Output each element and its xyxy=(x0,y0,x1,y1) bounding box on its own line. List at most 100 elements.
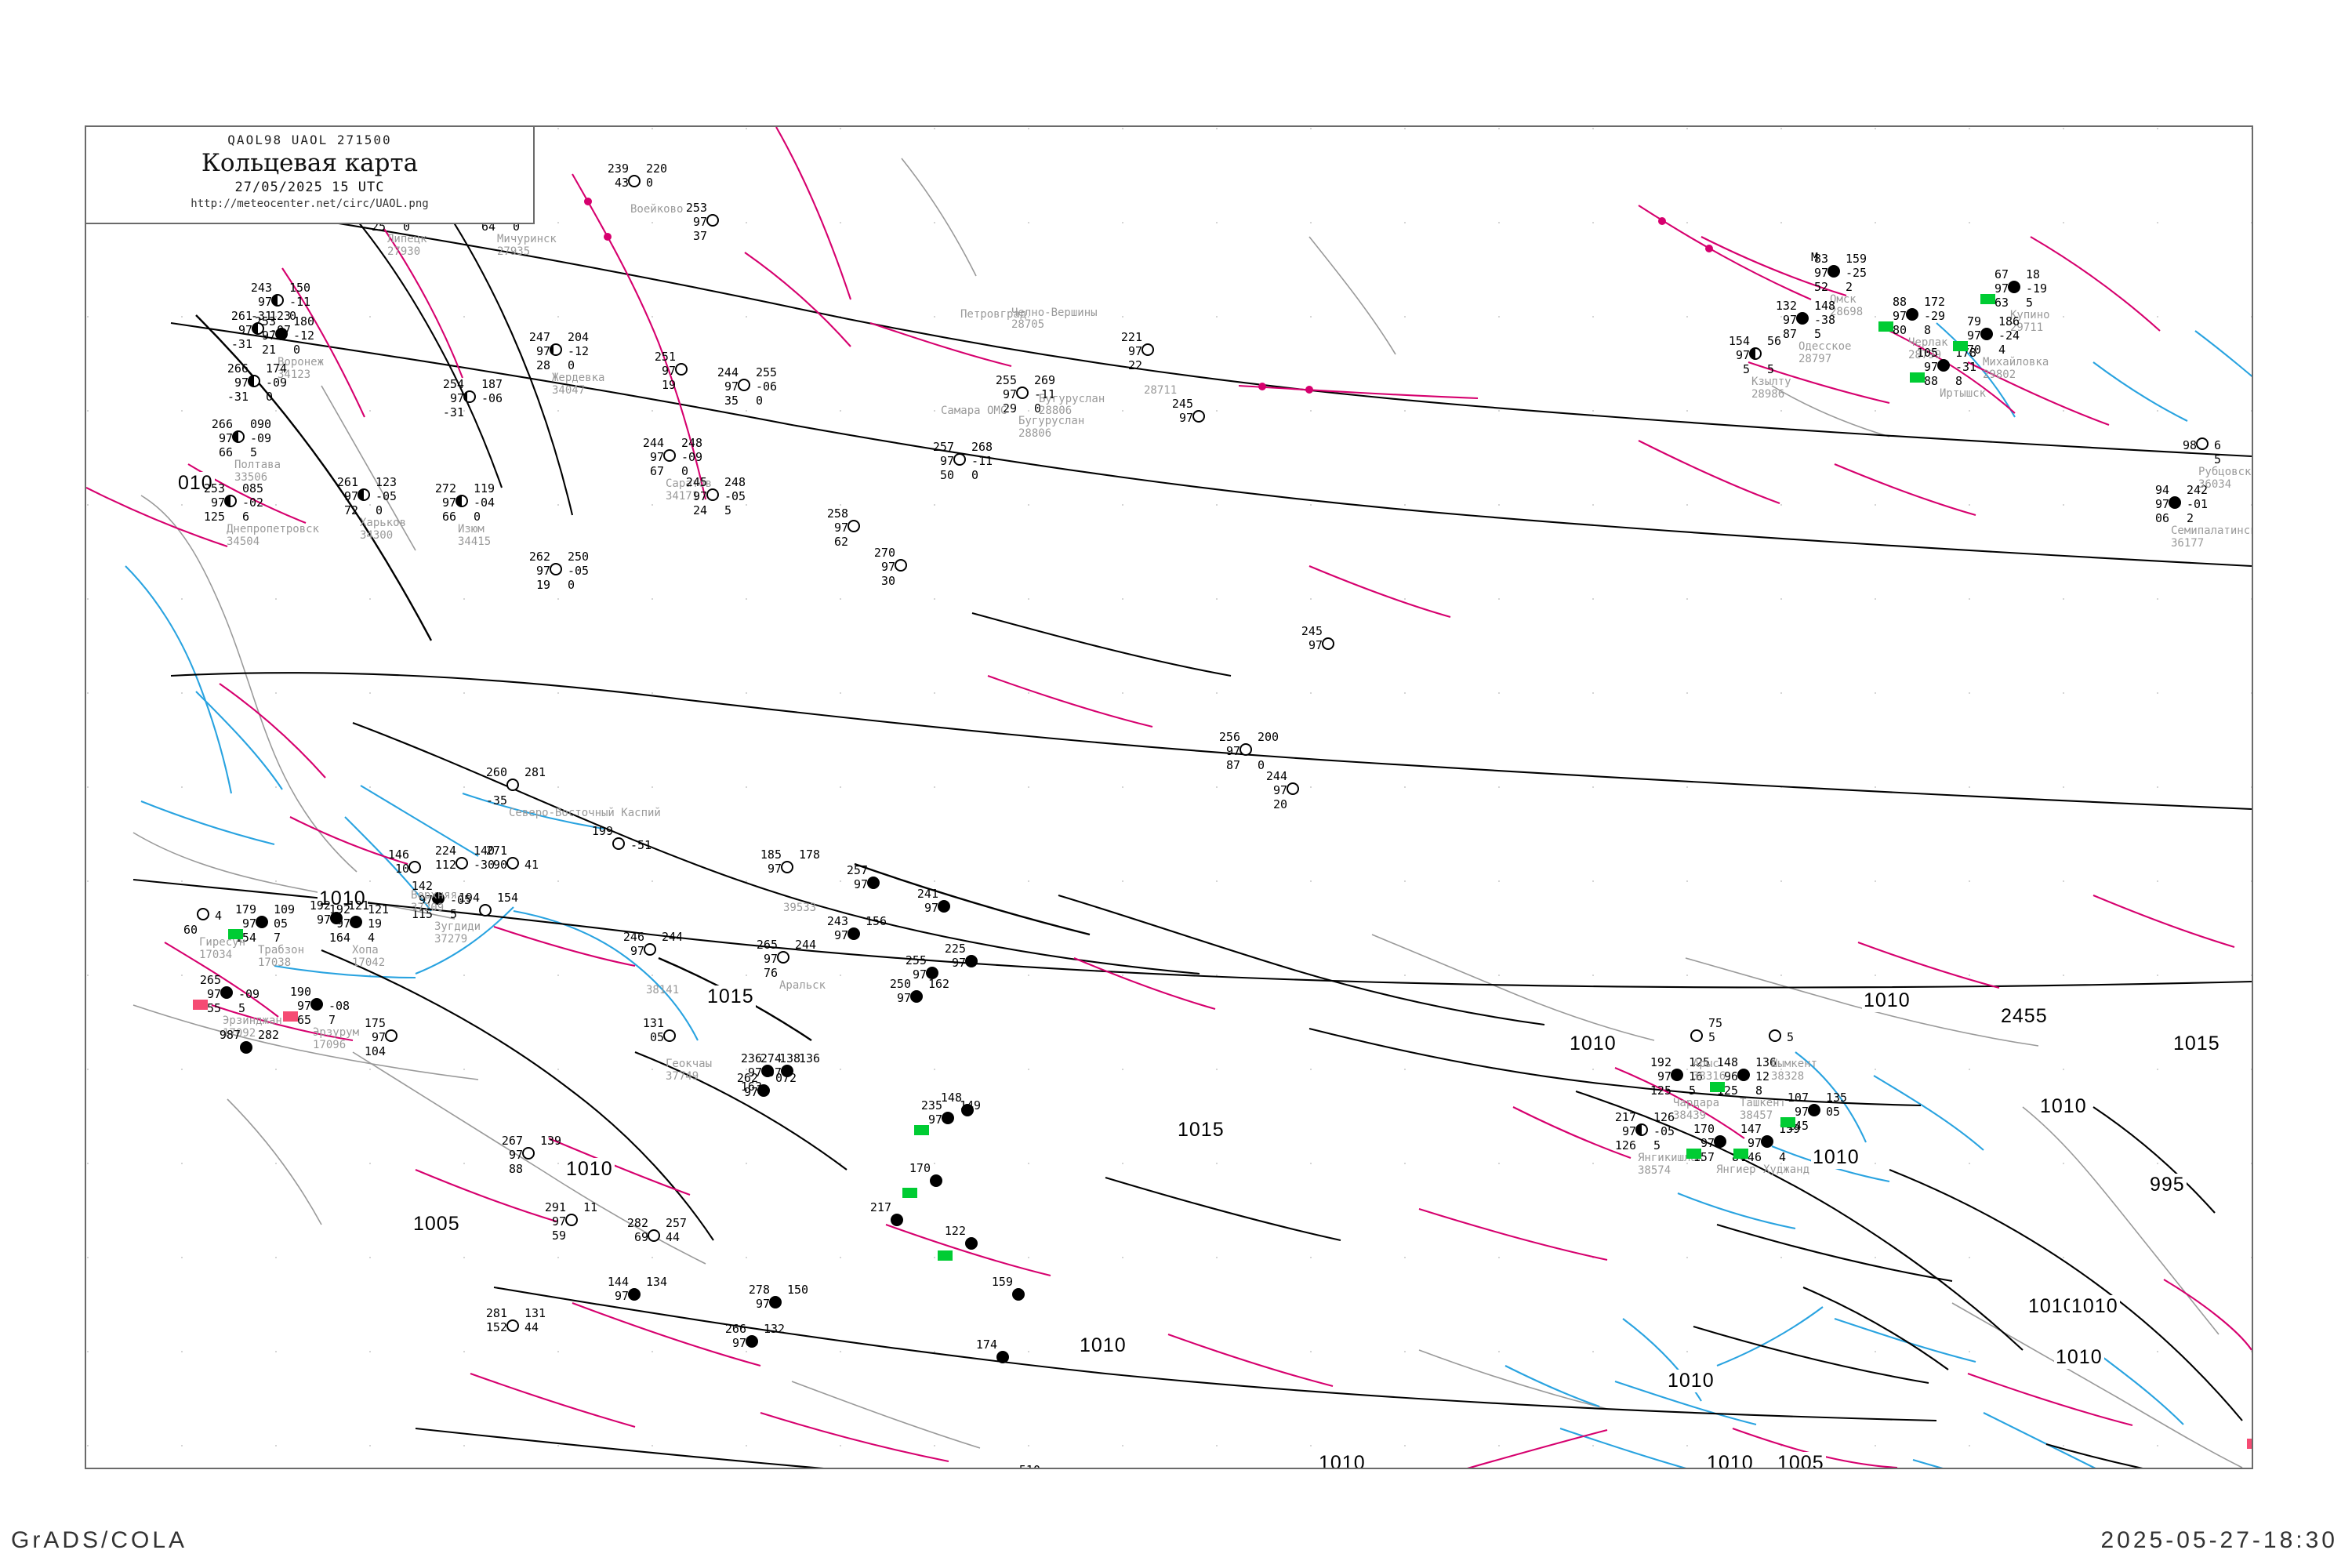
station-wmo-id: 27930 xyxy=(387,245,421,258)
synoptic-map[interactable]: 1010 1015 1015 1010 1010 2455 1015 1010 1010 995 1… xyxy=(85,125,2253,1469)
station-pressure-tendency: -29 xyxy=(1924,309,1946,323)
station-temperature: 97 xyxy=(1621,1124,1636,1138)
station-visibility: 0 xyxy=(1258,758,1265,772)
station-dewpoint: 65 xyxy=(296,1013,311,1027)
station-pressure: 217 xyxy=(1614,1110,1636,1124)
station-wmo-id: 33506 xyxy=(234,471,268,484)
station-pressure-change: 125 xyxy=(1689,1055,1711,1069)
precipitation-flag xyxy=(1710,1082,1725,1092)
station-name: Эрзурум xyxy=(313,1026,360,1039)
station-name: Купино xyxy=(2010,309,2050,321)
station-dewpoint: 06 xyxy=(2154,511,2169,525)
cloud-cover-symbol xyxy=(1671,1069,1683,1081)
station-pressure: 271 xyxy=(485,844,507,858)
cloud-cover-symbol xyxy=(408,861,421,873)
station-name: Воейково xyxy=(630,203,684,216)
station-visibility: 4 xyxy=(368,931,376,945)
station-name: Зугдиди xyxy=(434,920,481,933)
station-pressure-tendency: -01 xyxy=(2187,497,2209,511)
station-pressure-tendency: 05 xyxy=(1826,1105,1841,1119)
station-dewpoint: 19 xyxy=(535,578,550,592)
cloud-cover-symbol xyxy=(663,449,676,462)
station-pressure: 217 xyxy=(869,1200,891,1214)
isobar-label: 1010 xyxy=(1811,1146,1861,1169)
station-pressure-tendency: -09 xyxy=(266,376,288,390)
station-temperature: 97 xyxy=(238,323,252,337)
station-pressure: 159 xyxy=(991,1275,1013,1289)
station-temperature: 97 xyxy=(1127,344,1142,358)
station-pressure-change: 75 xyxy=(1708,1016,1723,1030)
station-pressure: 146 xyxy=(387,848,409,862)
station-temperature: 97 xyxy=(692,215,707,229)
isobar-label: 2455 xyxy=(1999,1005,2049,1028)
station-pressure: 194 xyxy=(458,891,480,905)
station-temperature: 97 xyxy=(924,901,938,915)
station-pressure-change: 172 xyxy=(1924,295,1946,309)
isobar-label: 1015 xyxy=(1176,1119,1226,1142)
station-visibility: 8 xyxy=(1955,374,1963,388)
station-pressure: 274 xyxy=(760,1051,782,1065)
cloud-cover-symbol xyxy=(506,857,519,869)
station-pressure: 245 xyxy=(1171,397,1193,411)
cloud-cover-symbol xyxy=(1012,1288,1025,1301)
station-dewpoint: 87 xyxy=(1225,758,1240,772)
station-temperature: 97 xyxy=(1794,1105,1809,1119)
station-pressure: 260 xyxy=(485,765,507,779)
station-pressure-change: 154 xyxy=(497,891,519,905)
cloud-cover-symbol xyxy=(848,927,860,940)
station-temperature: 97 xyxy=(234,376,249,390)
station-temperature: 97 xyxy=(1747,1136,1762,1150)
cloud-cover-symbol xyxy=(1016,387,1029,399)
isobar-label: 1010 xyxy=(1666,1370,1716,1392)
station-dewpoint: 88 xyxy=(508,1162,523,1176)
station-visibility: 8 xyxy=(1755,1083,1763,1098)
station-pressure: 243 xyxy=(826,914,848,928)
station-temperature: 112 xyxy=(434,858,456,872)
cloud-cover-symbol xyxy=(1737,1069,1750,1081)
station-pressure-change: 255 xyxy=(756,365,778,379)
station-pressure: 253 xyxy=(685,201,707,215)
station-pressure: 265 xyxy=(756,938,778,952)
cloud-cover-symbol xyxy=(938,900,950,913)
cloud-cover-symbol xyxy=(550,563,562,575)
station-temperature: 69 xyxy=(633,1230,648,1244)
station-temperature: 97 xyxy=(912,967,927,982)
isobar-layer xyxy=(132,127,2252,1468)
station-pressure-change: 268 xyxy=(971,440,993,454)
cloud-cover-symbol xyxy=(1937,359,1950,372)
isobar-label: 1010 xyxy=(1078,1334,1128,1357)
station-dewpoint: 52 xyxy=(1813,280,1828,294)
cloud-cover-symbol xyxy=(965,1237,978,1250)
station-pressure: 247 xyxy=(528,330,550,344)
station-pressure-tendency: -06 xyxy=(756,379,778,394)
station-pressure: 244 xyxy=(717,365,739,379)
station-temperature: 97 xyxy=(218,431,233,445)
isobar-label: 1010 xyxy=(1568,1033,1618,1055)
station-dewpoint: 24 xyxy=(692,503,707,517)
cloud-cover-symbol xyxy=(1980,328,1993,340)
station-pressure-change: 159 xyxy=(1846,252,1867,266)
station-visibility: 0 xyxy=(293,343,301,357)
cloud-cover-symbol xyxy=(256,916,268,928)
station-dewpoint: 125 xyxy=(203,510,225,524)
station-pressure-change: 174 xyxy=(266,361,288,376)
station-pressure: 199 xyxy=(591,824,613,838)
station-visibility: 8 xyxy=(1924,323,1932,337)
station-pressure-change: 200 xyxy=(1258,730,1279,744)
station-temperature: 97 xyxy=(535,564,550,578)
station-dewpoint: -31 xyxy=(230,337,252,351)
station-visibility: 7 xyxy=(328,1013,336,1027)
station-temperature: 97 xyxy=(1782,313,1797,327)
isobar-label: 1010 xyxy=(1317,1452,1367,1468)
station-temperature: 98 xyxy=(2182,438,2197,452)
station-dewpoint: 70 xyxy=(1966,343,1981,357)
station-pressure-tendency: -07 xyxy=(270,323,292,337)
cloud-cover-symbol xyxy=(1808,1104,1820,1116)
station-pressure: 174 xyxy=(975,1338,997,1352)
precipitation-flag xyxy=(1780,1117,1795,1127)
station-pressure: 132 xyxy=(1775,299,1797,313)
station-temperature: 97 xyxy=(551,1214,566,1229)
station-pressure: 244 xyxy=(642,436,664,450)
station-dewpoint: 80 xyxy=(1892,323,1907,337)
station-pressure: 105 xyxy=(1916,346,1938,360)
